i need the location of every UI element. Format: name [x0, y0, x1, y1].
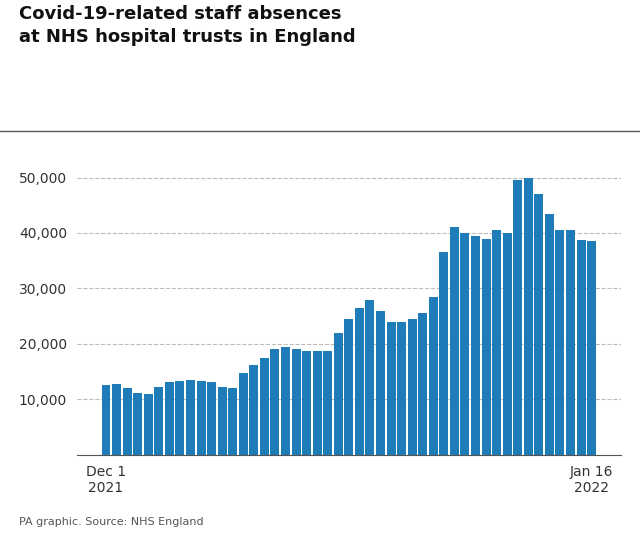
Bar [144, 394, 153, 455]
Bar [481, 239, 490, 455]
Bar [460, 233, 469, 455]
Bar [175, 381, 184, 455]
Bar [387, 322, 396, 455]
Bar [587, 241, 596, 455]
Bar [524, 178, 532, 455]
Bar [271, 349, 280, 455]
Bar [186, 380, 195, 455]
Bar [545, 213, 554, 455]
Bar [102, 385, 111, 455]
Bar [165, 382, 174, 455]
Bar [250, 365, 259, 455]
Bar [154, 387, 163, 455]
Bar [355, 308, 364, 455]
Bar [260, 358, 269, 455]
Bar [239, 373, 248, 455]
Bar [471, 236, 480, 455]
Bar [228, 388, 237, 455]
Bar [313, 351, 322, 455]
Bar [534, 194, 543, 455]
Bar [123, 388, 132, 455]
Bar [397, 322, 406, 455]
Bar [429, 297, 438, 455]
Bar [566, 230, 575, 455]
Bar [112, 384, 121, 455]
Bar [418, 313, 427, 455]
Text: PA graphic. Source: NHS England: PA graphic. Source: NHS England [19, 517, 204, 527]
Bar [450, 227, 459, 455]
Bar [492, 230, 501, 455]
Bar [439, 253, 448, 455]
Bar [196, 381, 205, 455]
Bar [408, 319, 417, 455]
Bar [281, 347, 290, 455]
Bar [133, 393, 142, 455]
Text: Covid-19-related staff absences
at NHS hospital trusts in England: Covid-19-related staff absences at NHS h… [19, 5, 356, 45]
Bar [502, 233, 511, 455]
Bar [577, 240, 586, 455]
Bar [207, 381, 216, 455]
Bar [365, 300, 374, 455]
Bar [218, 387, 227, 455]
Bar [333, 333, 343, 455]
Bar [323, 350, 332, 455]
Bar [302, 351, 311, 455]
Bar [556, 230, 564, 455]
Bar [292, 349, 301, 455]
Bar [513, 180, 522, 455]
Bar [344, 319, 353, 455]
Bar [376, 311, 385, 455]
